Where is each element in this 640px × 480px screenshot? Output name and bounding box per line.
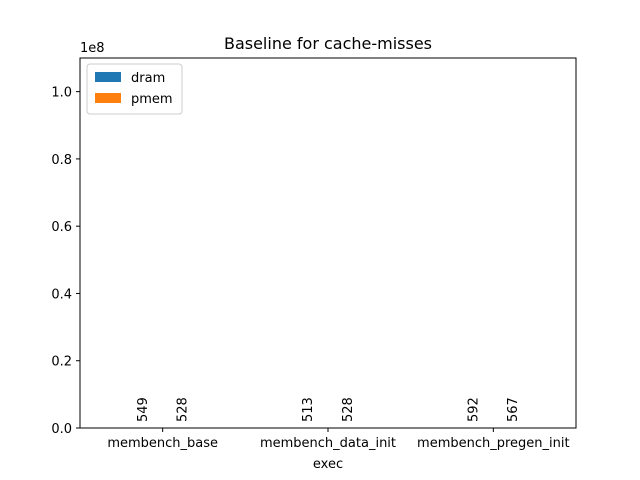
y-tick-label: 1.0 (51, 86, 72, 101)
y-tick-label: 0.0 (51, 422, 72, 437)
data-label: 549 (136, 397, 151, 422)
data-labels: 549 528 513 528 592 567 (136, 397, 521, 422)
legend-label-dram: dram (131, 71, 165, 86)
y-tick-label: 0.4 (51, 287, 72, 302)
data-label: 528 (176, 397, 191, 422)
y-tick-label: 0.6 (51, 220, 72, 235)
data-label: 528 (341, 397, 356, 422)
legend-label-pmem: pmem (131, 92, 173, 107)
x-tick-label: membench_pregen_init (417, 436, 570, 451)
y-tick-label: 0.8 (51, 153, 72, 168)
data-label: 567 (506, 397, 521, 422)
y-tick-label: 0.2 (51, 355, 72, 370)
y-offset-label: 1e8 (80, 41, 105, 56)
x-tick-label: membench_data_init (260, 436, 396, 451)
legend-swatch-dram (95, 72, 121, 82)
x-axis: membench_base membench_data_init membench_… (107, 428, 570, 451)
data-label: 513 (301, 397, 316, 422)
legend: dram pmem (86, 63, 183, 115)
x-tick-label: membench_base (107, 436, 218, 451)
data-label: 592 (466, 397, 481, 422)
y-axis: 0.0 0.2 0.4 0.6 0.8 1.0 (51, 86, 80, 437)
plot-area (80, 58, 576, 428)
legend-swatch-pmem (95, 93, 121, 103)
plot-frame (79, 57, 577, 429)
chart-title: Baseline for cache-misses (224, 34, 432, 53)
x-axis-label: exec (313, 457, 343, 472)
